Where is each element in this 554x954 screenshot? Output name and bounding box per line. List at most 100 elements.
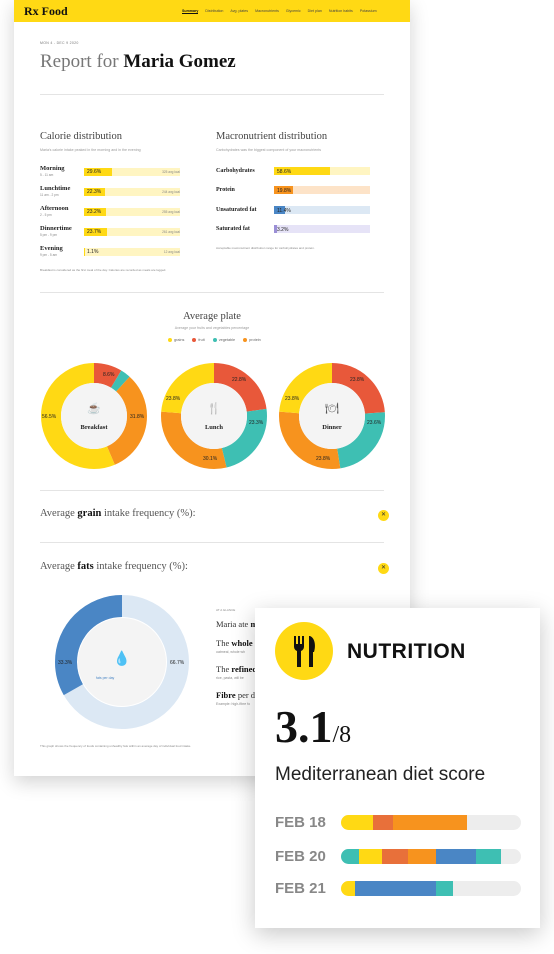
calorie-bar-track	[84, 188, 180, 196]
donut-lunch	[161, 363, 267, 469]
donut-segment-protein	[41, 363, 147, 469]
nav-menu: Summary Distribution Avg. plates Macronu…	[182, 0, 377, 22]
calorie-row-kcal: 261 avg kcal	[162, 230, 180, 234]
macro-row-name: Carbohydrates	[216, 168, 255, 174]
calorie-bar-track	[84, 168, 180, 176]
calorie-bar-track	[84, 208, 180, 216]
donut-segment-grains	[279, 363, 385, 469]
calorie-row-name: Afternoon	[40, 205, 69, 212]
brand-logo[interactable]: Rx Food	[24, 3, 68, 18]
donut-segment-protein	[279, 363, 385, 469]
calorie-row-kcal: 244 avg kcal	[162, 190, 180, 194]
donut-pct-label: 23.6%	[367, 420, 382, 426]
nav-item-avg-plates[interactable]: Avg. plates	[230, 9, 249, 13]
water-drop-icon: 💧	[113, 650, 131, 666]
score-bar-segment	[393, 815, 467, 830]
macro-row-unsaturated-fat: Unsaturated fat 11.4%	[216, 205, 376, 217]
nav-item-diet-plan[interactable]: Diet plan	[307, 9, 322, 13]
fats-line-bold: refined	[231, 664, 258, 674]
nav-item-potassium[interactable]: Potassium	[359, 9, 377, 13]
calorie-row-kcal: 255 avg kcal	[162, 210, 180, 214]
macro-bar-fill	[274, 167, 331, 175]
grain-expand-button[interactable]: ✕	[378, 510, 389, 521]
fats-line-suffix: per d	[237, 690, 256, 700]
fats-line-bold: Fibre	[216, 690, 236, 700]
nav-item-macronutrients[interactable]: Macronutrients	[255, 9, 279, 13]
donut-pct-label: 23.8%	[316, 456, 331, 462]
donut-label-breakfast: Breakfast	[80, 424, 108, 431]
donut-segment-protein	[161, 363, 267, 469]
legend-swatch	[243, 338, 248, 342]
patient-name: Maria Gomez	[123, 51, 236, 72]
macro-row-carbohydrates: Carbohydrates 58.6%	[216, 166, 376, 178]
fats-donut	[55, 595, 189, 729]
calorie-subtitle: Maria's calorie intake peaked in the mor…	[40, 148, 141, 152]
calorie-row-kcal: 12 avg kcal	[163, 250, 180, 254]
donut-label-lunch: Lunch	[204, 424, 224, 431]
calorie-bar-track	[84, 228, 180, 236]
nutrition-title: NUTRITION	[347, 640, 466, 663]
calorie-row-pct: 1.1%	[87, 249, 99, 255]
calorie-bar-fill	[84, 188, 106, 196]
calorie-row-time: 5 pm - 9 pm	[40, 233, 58, 237]
legend-swatch	[168, 338, 172, 342]
nav-item-glycemic[interactable]: Glycemic	[285, 9, 301, 13]
plate-legend: grains fruit vegetable protein	[168, 338, 261, 342]
macro-note: Acceptable macronutrient distribution ra…	[216, 246, 315, 250]
fork-knife-icon	[275, 622, 333, 680]
donut-segment-grains	[41, 363, 147, 469]
score-bar-track	[341, 849, 521, 864]
calorie-bar-track	[84, 248, 180, 256]
donut-segment-grains	[161, 363, 267, 469]
score-bar-segment	[436, 849, 476, 864]
score-bar-track	[341, 815, 521, 830]
freq-prefix: Average	[40, 561, 75, 572]
divider	[40, 292, 384, 293]
plate-heading: Average plate	[183, 311, 241, 322]
calorie-row-pct: 23.7%	[87, 229, 102, 235]
diet-score-value: 3.1	[275, 701, 333, 752]
score-row-feb-18: FEB 18	[275, 814, 525, 832]
legend-label: vegetable	[218, 338, 236, 342]
fats-line-3: The refined	[216, 664, 257, 674]
grain-frequency-heading: Average grain intake frequency (%):	[40, 508, 196, 519]
nav-item-summary[interactable]: Summary	[182, 8, 199, 14]
calorie-row-morning: Morning 5 - 11 am 29.6% 325 avg kcal	[40, 165, 186, 179]
fork-knife-icon: 🍴	[207, 403, 221, 415]
calorie-row-name: Dinnertime	[40, 225, 72, 232]
donut-segment-vegetable	[279, 363, 385, 469]
fats-kicker: AT A GLANCE	[216, 608, 236, 612]
macro-row-name: Protein	[216, 187, 235, 193]
donut-pct-label: 56.5%	[42, 414, 57, 420]
fats-right-pct: 66.7%	[170, 660, 185, 666]
donut-pct-label: 8.6%	[103, 372, 115, 378]
donut-pct-label: 22.8%	[232, 377, 247, 383]
fats-line-1: Maria ate m	[216, 619, 258, 629]
donut-label-dinner: Dinner	[322, 424, 342, 431]
calorie-heading: Calorie distribution	[40, 131, 122, 142]
diet-score-max: /8	[332, 722, 352, 748]
donut-pct-label: 23.8%	[285, 396, 300, 402]
calorie-row-pct: 29.6%	[87, 169, 102, 175]
nutrition-card: NUTRITION 3.1/8 Mediterranean diet score…	[255, 608, 540, 928]
calorie-row-kcal: 325 avg kcal	[162, 170, 180, 174]
fats-expand-button[interactable]: ✕	[378, 563, 389, 574]
score-bar-segment	[436, 881, 453, 896]
fats-line-4: Fibre per d	[216, 690, 255, 700]
nav-item-distribution[interactable]: Distribution	[205, 9, 224, 13]
diet-score: 3.1/8	[275, 700, 351, 753]
fats-donut-arc	[55, 595, 189, 729]
freq-suffix: intake frequency (%):	[96, 561, 188, 572]
macro-row-name: Unsaturated fat	[216, 207, 257, 213]
calorie-row-time: 2 - 5 pm	[40, 213, 52, 217]
calorie-row-name: Morning	[40, 165, 65, 172]
calorie-row-time: 5 - 11 am	[40, 173, 54, 177]
donut-pct-label: 30.1%	[203, 456, 218, 462]
score-bar-segment	[355, 881, 437, 896]
fats-frequency-heading: Average fats intake frequency (%):	[40, 561, 188, 572]
nav-item-nutrition-habits[interactable]: Nutrition habits	[328, 9, 353, 13]
score-bar-segment	[373, 815, 394, 830]
freq-bold: fats	[77, 561, 94, 572]
fats-line-bold: whole	[231, 638, 253, 648]
score-row-date: FEB 18	[275, 814, 326, 831]
